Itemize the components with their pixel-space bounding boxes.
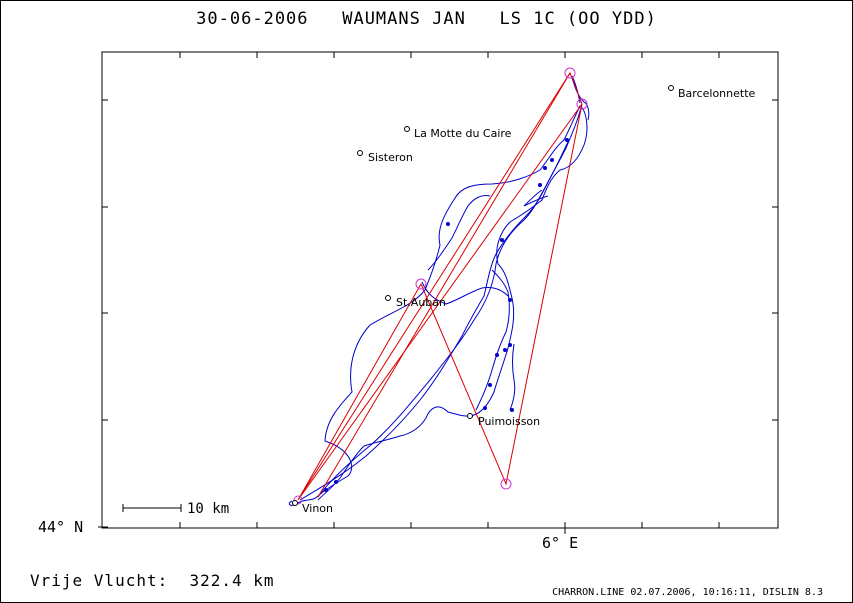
place-marker (404, 126, 410, 132)
right-ticks (772, 99, 778, 421)
place-label-la-motte-du-caire: La Motte du Caire (414, 127, 512, 140)
turnpoint-marker (293, 495, 303, 505)
place-label-puimoisson: Puimoisson (478, 415, 540, 428)
place-label-barcelonnette: Barcelonnette (678, 87, 756, 100)
bottom-ticks (179, 522, 720, 528)
place-marker (292, 500, 298, 506)
flight-distance: Vrije Vlucht: 322.4 km (30, 571, 275, 590)
place-marker (357, 150, 363, 156)
plot-area (101, 51, 779, 529)
scale-bar (122, 504, 182, 512)
place-marker (467, 413, 473, 419)
lon-axis-label: 6° E (542, 534, 578, 552)
place-label-vinon: Vinon (302, 502, 333, 515)
turnpoint-marker (576, 98, 588, 110)
distance-value: 322.4 km (189, 571, 275, 590)
flight-track (288, 75, 590, 506)
place-marker (385, 295, 391, 301)
turnpoint-marker (500, 478, 512, 490)
track-clusters (324, 138, 569, 492)
place-marker (668, 85, 674, 91)
turnpoint-marker (564, 67, 576, 79)
map-title: 30-06-2006 WAUMANS JAN LS 1C (OO YDD) (196, 9, 657, 29)
turnpoints (293, 67, 588, 505)
left-ticks (102, 99, 108, 528)
task-lines (297, 71, 583, 501)
place-label-sisteron: Sisteron (368, 151, 413, 164)
turnpoint-marker (415, 278, 427, 290)
distance-label: Vrije Vlucht: (30, 571, 169, 590)
place-label-st-auban: St.Auban (396, 296, 446, 309)
lat-axis-label: 44° N (38, 518, 83, 536)
place-markers (292, 85, 674, 506)
top-ticks (179, 52, 720, 58)
footer-credit: CHARRON.LINE 02.07.2006, 10:16:11, DISLI… (552, 587, 823, 598)
scale-bar-label: 10 km (187, 501, 229, 517)
